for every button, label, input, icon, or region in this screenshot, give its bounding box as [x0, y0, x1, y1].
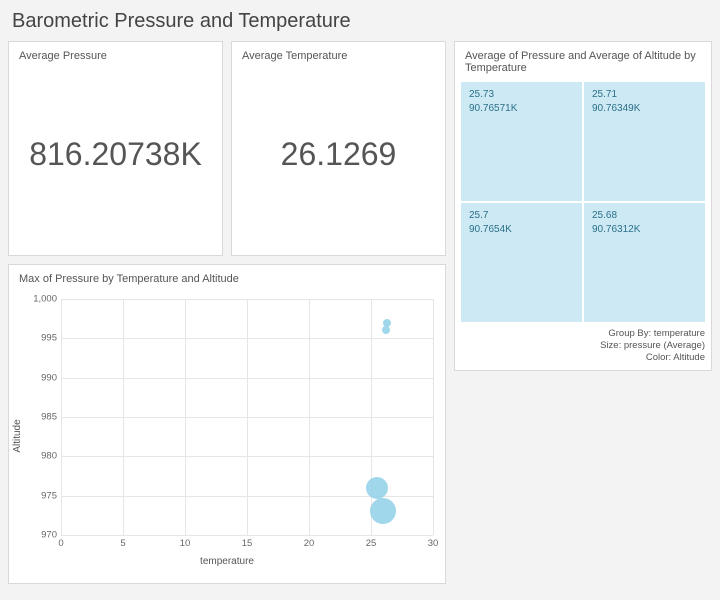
- x-axis-label: temperature: [200, 556, 254, 567]
- treemap-cell[interactable]: 25.7190.76349K: [584, 82, 705, 201]
- chart-title: Max of Pressure by Temperature and Altit…: [9, 265, 445, 289]
- treemap-cell-bottom: 90.76312K: [592, 223, 697, 237]
- x-tick: 0: [58, 538, 63, 549]
- x-tick: 10: [180, 538, 191, 549]
- scatter-card[interactable]: Max of Pressure by Temperature and Altit…: [8, 264, 446, 584]
- kpi-value: 26.1269: [232, 66, 445, 255]
- scatter-bubble[interactable]: [370, 498, 396, 524]
- treemap-cell[interactable]: 25.7390.76571K: [461, 82, 582, 201]
- legend-line: Size: pressure (Average): [461, 340, 705, 352]
- legend-line: Color: Altitude: [461, 352, 705, 364]
- x-tick: 25: [366, 538, 377, 549]
- treemap-cell-top: 25.71: [592, 88, 697, 102]
- treemap-body: 25.7390.76571K25.7190.76349K25.790.7654K…: [455, 78, 711, 370]
- treemap-card[interactable]: Average of Pressure and Average of Altit…: [454, 41, 712, 371]
- y-tick: 995: [29, 333, 57, 344]
- y-tick: 970: [29, 530, 57, 541]
- treemap-legend: Group By: temperatureSize: pressure (Ave…: [461, 322, 705, 364]
- y-tick: 980: [29, 451, 57, 462]
- treemap-cell-top: 25.7: [469, 209, 574, 223]
- kpi-card-pressure[interactable]: Average Pressure 816.20738K: [8, 41, 223, 256]
- scatter-bubble[interactable]: [366, 477, 388, 499]
- treemap-cell-bottom: 90.76571K: [469, 102, 574, 116]
- scatter-bubble[interactable]: [383, 319, 391, 327]
- treemap-cell-top: 25.73: [469, 88, 574, 102]
- y-tick: 990: [29, 372, 57, 383]
- treemap-cell-bottom: 90.7654K: [469, 223, 574, 237]
- scatter-body: Altitude temperature 970 975 980 985 990 995 1…: [9, 289, 445, 583]
- treemap-cell-top: 25.68: [592, 209, 697, 223]
- kpi-card-temperature[interactable]: Average Temperature 26.1269: [231, 41, 446, 256]
- kpi-value: 816.20738K: [9, 66, 222, 255]
- legend-line: Group By: temperature: [461, 328, 705, 340]
- treemap-cell[interactable]: 25.790.7654K: [461, 203, 582, 322]
- page-title: Barometric Pressure and Temperature: [0, 0, 720, 41]
- x-tick: 15: [242, 538, 253, 549]
- scatter-plot-area: [61, 299, 433, 535]
- treemap-cell-bottom: 90.76349K: [592, 102, 697, 116]
- treemap-cell[interactable]: 25.6890.76312K: [584, 203, 705, 322]
- chart-title: Average of Pressure and Average of Altit…: [455, 42, 711, 78]
- y-axis-label: Altitude: [12, 419, 23, 452]
- kpi-label: Average Pressure: [9, 42, 222, 66]
- dashboard-grid: Average Pressure 816.20738K Average Temp…: [0, 41, 720, 592]
- x-tick: 5: [120, 538, 125, 549]
- y-tick: 985: [29, 412, 57, 423]
- scatter-bubble[interactable]: [382, 326, 390, 334]
- y-tick: 1,000: [29, 294, 57, 305]
- treemap-cells: 25.7390.76571K25.7190.76349K25.790.7654K…: [461, 82, 705, 322]
- y-tick: 975: [29, 490, 57, 501]
- x-tick: 20: [304, 538, 315, 549]
- kpi-label: Average Temperature: [232, 42, 445, 66]
- x-tick: 30: [428, 538, 439, 549]
